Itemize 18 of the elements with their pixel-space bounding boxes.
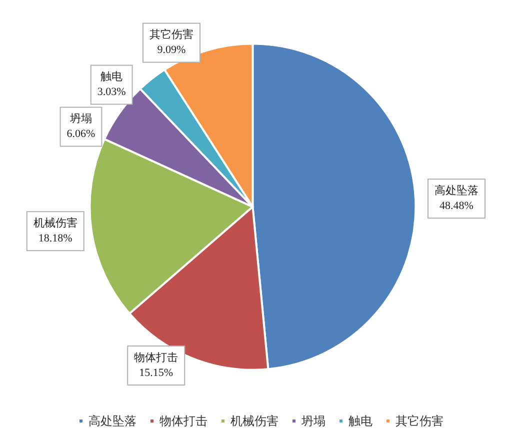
slice-label: 其它伤害: [150, 28, 194, 42]
data-label: 18.18%: [38, 232, 72, 245]
slice-label: 机械伤害: [33, 216, 78, 230]
slice-label: 坍塌: [68, 113, 92, 126]
slice-label: 触电: [100, 70, 123, 84]
data-label: 48.48%: [440, 200, 474, 212]
slice-label: 物体打击: [134, 351, 178, 364]
legend-label: 高处坠落: [88, 414, 136, 428]
data-label: 6.06%: [66, 128, 96, 140]
legend-label: 触电: [348, 414, 372, 428]
legend-label: 坍塌: [300, 414, 326, 428]
data-label: 3.03%: [97, 86, 126, 98]
legend-label: 机械伤害: [230, 414, 278, 428]
data-label: 9.09%: [157, 44, 186, 56]
data-label: 15.15%: [139, 367, 174, 380]
legend-label: 物体打击: [160, 414, 208, 428]
legend-label: 其它伤害: [396, 414, 444, 428]
slice-label: 高处坠落: [434, 184, 478, 198]
